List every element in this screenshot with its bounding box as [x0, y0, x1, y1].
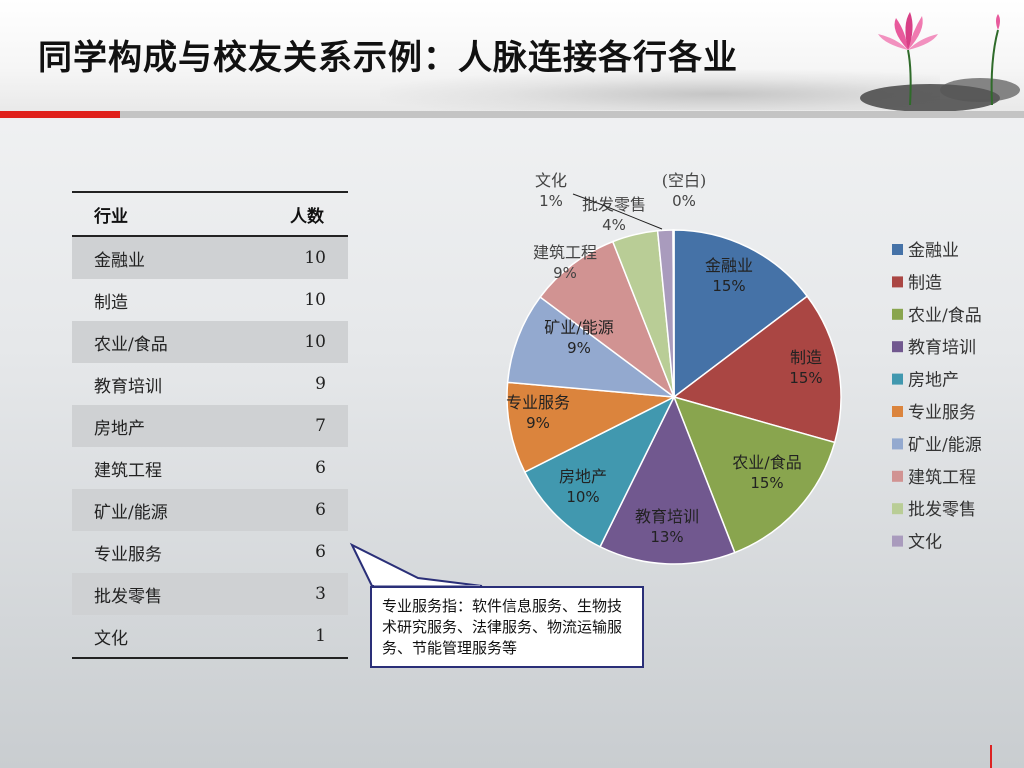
- slice-percent-label: 15%: [712, 277, 745, 295]
- pie-slice: [506, 381, 677, 474]
- callout-text: 专业服务指：软件信息服务、生物技术研究服务、法律服务、物流运输服务、节能管理服务…: [382, 597, 623, 657]
- callout-pointer: [349, 542, 483, 587]
- header-accent-bar: [0, 111, 120, 118]
- slice-label: 房地产: [559, 467, 607, 486]
- slice-percent-label: 9%: [526, 414, 550, 432]
- legend-swatch: [892, 276, 903, 288]
- slice-label: 制造: [790, 348, 822, 367]
- table-row: 建筑工程 6: [72, 447, 348, 489]
- industry-cell: 制造: [94, 292, 128, 313]
- count-cell: 10: [244, 236, 348, 279]
- industry-cell: 批发零售: [72, 573, 245, 615]
- industry-cell: 矿业/能源: [72, 489, 245, 531]
- table-row: 农业/食品 10: [72, 321, 348, 363]
- slice-percent-label: 10%: [566, 488, 599, 506]
- count-cell: 6: [315, 458, 326, 478]
- column-header-industry: 行业: [72, 191, 245, 237]
- count-cell: 7: [244, 405, 348, 447]
- header-ink-mist: [380, 70, 940, 110]
- table-header-row: 行业 人数: [72, 191, 348, 237]
- industry-cell: 建筑工程: [94, 460, 162, 481]
- slice-percent-label: 15%: [750, 474, 783, 492]
- table-row: 批发零售 3: [72, 573, 348, 615]
- slice-percent-label: 13%: [650, 528, 683, 546]
- table-row: 金融业 10: [72, 236, 348, 279]
- table-row: 制造 10: [72, 279, 348, 321]
- legend-swatch: [892, 308, 903, 320]
- pie-slice: [539, 240, 676, 400]
- legend-label: 批发零售: [908, 500, 976, 520]
- count-cell: 3: [244, 573, 348, 615]
- legend-label: 房地产: [908, 371, 959, 391]
- slice-label: 农业/食品: [732, 453, 801, 472]
- industry-cell: 农业/食品: [72, 321, 245, 363]
- slice-label: (空白): [662, 171, 707, 190]
- slice-percent-label: 0%: [672, 192, 696, 210]
- legend-swatch: [892, 503, 903, 515]
- table-row: 教育培训 9: [72, 363, 348, 405]
- slice-label: 教育培训: [635, 507, 699, 526]
- pie-slice: [672, 229, 675, 398]
- legend-label: 文化: [908, 533, 942, 553]
- count-cell: 1: [244, 615, 348, 659]
- count-cell: 9: [315, 374, 326, 394]
- table-row: 矿业/能源 6: [72, 489, 348, 531]
- industry-cell: 文化: [72, 615, 245, 659]
- pie-slice: [656, 229, 675, 398]
- legend-label: 建筑工程: [908, 468, 976, 488]
- slide-header: 同学构成与校友关系示例：人脉连接各行各业: [0, 0, 1024, 112]
- slice-label: 建筑工程: [533, 243, 597, 262]
- legend-swatch: [892, 373, 903, 385]
- count-cell: 6: [315, 542, 326, 562]
- slice-percent-label: 9%: [567, 339, 591, 357]
- legend-swatch: [892, 341, 903, 353]
- pie-slice: [611, 229, 675, 398]
- slice-percent-label: 1%: [539, 192, 563, 210]
- pie-slice: [673, 229, 809, 399]
- industry-cell: 金融业: [72, 236, 245, 279]
- legend-label: 专业服务: [908, 403, 976, 423]
- slice-label: 金融业: [705, 256, 753, 275]
- slice-label: 文化: [535, 171, 567, 190]
- legend-label: 农业/食品: [908, 306, 982, 326]
- count-cell: 6: [244, 489, 348, 531]
- leader-line: [572, 193, 663, 230]
- lotus-flower-icon: [860, 12, 1020, 112]
- pie-slice: [599, 395, 736, 565]
- industry-cell: 专业服务: [94, 544, 162, 565]
- table-row: 专业服务 6: [72, 531, 348, 573]
- pie-slice: [672, 295, 842, 444]
- legend-swatch: [892, 406, 903, 417]
- industry-cell: 房地产: [72, 405, 245, 447]
- industry-table: 行业 人数 金融业 10 制造 10 农业/食品 10 教育培训 9 房地产 7…: [72, 191, 348, 659]
- professional-services-note: 专业服务指：软件信息服务、生物技术研究服务、法律服务、物流运输服务、节能管理服务…: [370, 586, 644, 668]
- legend-label: 制造: [908, 273, 942, 293]
- column-header-count: 人数: [244, 191, 348, 237]
- slice-percent-label: 4%: [602, 216, 626, 234]
- pie-slice: [506, 295, 677, 398]
- pie-slice: [523, 395, 676, 548]
- legend-label: 教育培训: [908, 338, 976, 358]
- pie-slice: [672, 395, 836, 554]
- slide-title: 同学构成与校友关系示例：人脉连接各行各业: [38, 38, 738, 78]
- legend-swatch: [892, 470, 903, 482]
- count-cell: 10: [244, 321, 348, 363]
- slice-percent-label: 15%: [789, 369, 822, 387]
- table-row: 文化 1: [72, 615, 348, 659]
- legend-swatch: [892, 438, 903, 450]
- slice-percent-label: 9%: [553, 264, 577, 282]
- header-divider: [0, 111, 1024, 118]
- slice-label: 批发零售: [582, 195, 646, 214]
- legend-swatch: [892, 244, 903, 255]
- legend-swatch: [892, 535, 903, 547]
- count-cell: 10: [304, 290, 326, 310]
- slice-label: 专业服务: [506, 393, 570, 412]
- table-row: 房地产 7: [72, 405, 348, 447]
- slice-label: 矿业/能源: [544, 318, 613, 337]
- industry-cell: 教育培训: [94, 376, 162, 397]
- legend-label: 金融业: [908, 241, 959, 261]
- corner-accent-line: [990, 745, 992, 768]
- legend-label: 矿业/能源: [908, 435, 982, 455]
